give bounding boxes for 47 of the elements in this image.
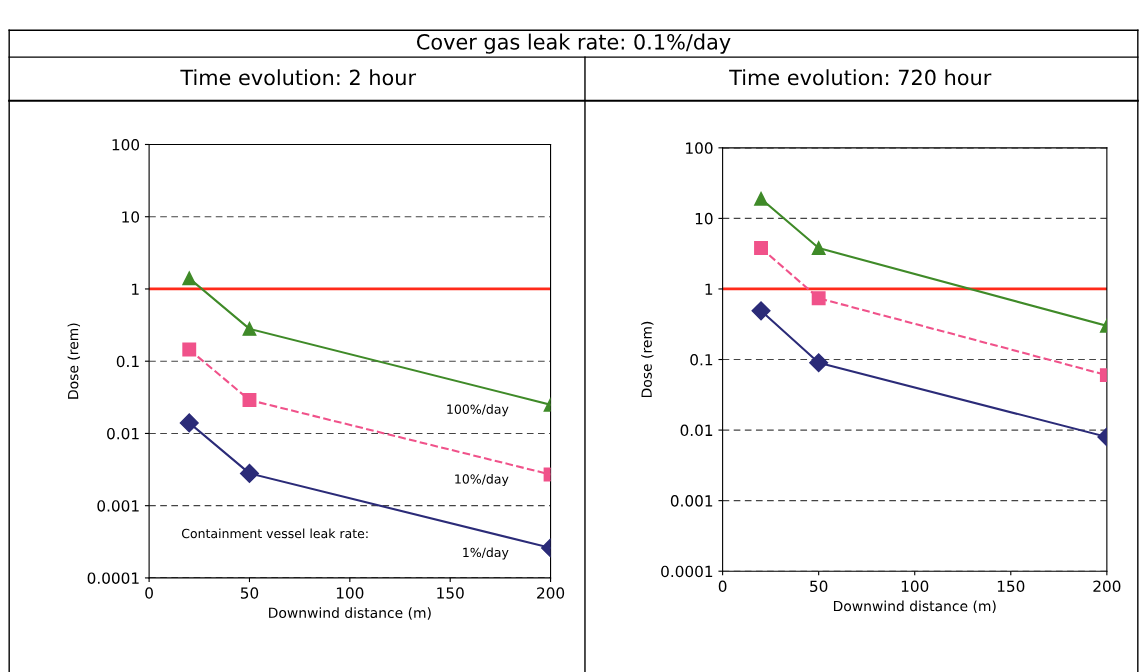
y-tick-label: 0.1: [116, 355, 139, 368]
point: [754, 191, 768, 206]
point: [242, 321, 257, 336]
x-tick-label: 150: [997, 580, 1025, 593]
annotation: Containment vessel leak rate:: [181, 528, 368, 539]
y-tick-label: 0.0001: [661, 565, 713, 578]
y-tick-label: 0.01: [680, 424, 713, 437]
y-tick-label: 0.0001: [87, 572, 139, 584]
x-tick-label: 200: [537, 587, 565, 599]
point: [754, 241, 768, 255]
y-tick-label: 100: [112, 138, 140, 151]
y-tick-label: 1: [705, 283, 713, 295]
x-axis-title: Downwind distance (m): [269, 607, 431, 620]
chart-subtitle: Time evolution: 2 hour: [180, 69, 417, 86]
x-tick-label: 0: [718, 580, 727, 593]
y-tick-label: 10: [122, 211, 140, 223]
x-tick-label: 150: [437, 587, 464, 599]
x-tick-label: 200: [1093, 580, 1121, 593]
point: [242, 393, 257, 407]
point: [751, 301, 771, 321]
series-label: 1%/day: [463, 547, 509, 560]
chart-subtitle: Time evolution: 720 hour: [729, 69, 992, 86]
y-tick-label: 0.01: [107, 427, 139, 440]
point: [239, 463, 260, 483]
series-label: 10%/day: [455, 474, 509, 487]
y-tick-label: 1: [132, 283, 139, 295]
x-tick-label: 50: [810, 580, 828, 593]
y-tick-label: 0.001: [97, 500, 139, 512]
y-axis-title: Dose (rem): [67, 323, 81, 399]
point: [179, 413, 199, 433]
x-tick-label: 0: [145, 587, 153, 599]
y-tick-label: 100: [686, 142, 713, 154]
point: [811, 291, 826, 306]
y-tick-label: 0.001: [670, 495, 713, 507]
x-tick-label: 50: [240, 587, 259, 599]
series-label: 100%/day: [447, 404, 509, 417]
point: [182, 271, 197, 286]
point: [809, 353, 829, 373]
y-tick-label: 10: [695, 212, 713, 225]
y-tick-label: 0.1: [690, 353, 713, 366]
x-tick-label: 100: [901, 580, 929, 593]
point: [811, 241, 826, 255]
y-axis-title: Dose (rem): [641, 321, 654, 398]
x-axis-title: Downwind distance (m): [833, 600, 996, 613]
x-tick-label: 100: [336, 587, 364, 599]
chart-title: Cover gas leak rate: 0.1%/day: [416, 33, 731, 54]
point: [182, 342, 197, 357]
